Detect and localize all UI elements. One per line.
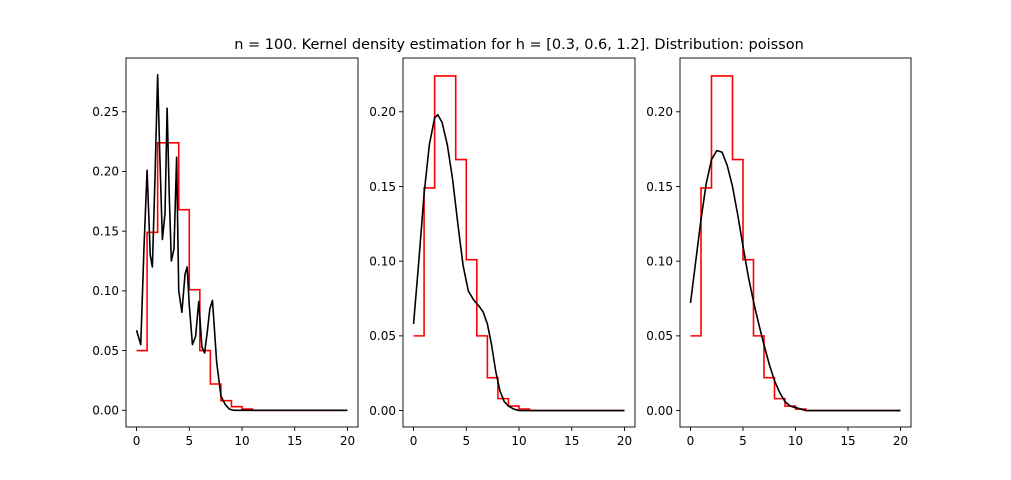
subplots: 0 5 10 15 20 0.00 0.05 0.10 0.15 0.20 0.25 0 5 10 15 20… — [92, 57, 912, 448]
y-tick-label: 0.20 — [646, 105, 673, 119]
kde-curve — [135, 73, 348, 412]
x-tick-label: 10 — [788, 434, 803, 448]
x-tick-label: 0 — [687, 434, 695, 448]
x-tick-label: 5 — [739, 434, 747, 448]
subplot-3: 0 5 10 15 20 0.00 0.05 0.10 0.15 0.20 — [646, 57, 912, 448]
kde-curve — [412, 113, 625, 412]
y-tick-label: 0.05 — [646, 329, 673, 343]
x-tick-label: 10 — [234, 434, 249, 448]
x-tick-label: 15 — [564, 434, 579, 448]
x-tick-label: 5 — [185, 434, 193, 448]
y-tick-label: 0.00 — [369, 404, 396, 418]
x-tick-label: 20 — [893, 434, 908, 448]
y-tick-label: 0.05 — [369, 329, 396, 343]
y-tick-label: 0.20 — [92, 165, 119, 179]
y-tick-label: 0.25 — [92, 105, 119, 119]
y-tick-label: 0.15 — [646, 180, 673, 194]
x-tick-label: 15 — [287, 434, 302, 448]
y-tick-label: 0.15 — [92, 224, 119, 238]
x-tick-label: 0 — [410, 434, 418, 448]
y-tick-label: 0.10 — [369, 254, 396, 268]
x-tick-label: 0 — [133, 434, 141, 448]
x-tick-label: 20 — [617, 434, 632, 448]
x-tick-label: 10 — [511, 434, 526, 448]
y-tick-label: 0.10 — [646, 254, 673, 268]
y-tick-label: 0.15 — [369, 180, 396, 194]
y-tick-label: 0.10 — [92, 284, 119, 298]
subplot-2: 0 5 10 15 20 0.00 0.05 0.10 0.15 0.20 — [369, 57, 636, 448]
x-tick-label: 20 — [340, 434, 355, 448]
y-tick-label: 0.20 — [369, 105, 396, 119]
y-tick-label: 0.05 — [92, 344, 119, 358]
figure-title: n = 100. Kernel density estimation for h… — [234, 37, 804, 53]
kde-curve — [689, 149, 901, 412]
y-tick-label: 0.00 — [646, 404, 673, 418]
histogram-step-line — [413, 75, 625, 412]
subplot-1: 0 5 10 15 20 0.00 0.05 0.10 0.15 0.20 0.25 — [92, 57, 359, 448]
histogram-step-line — [136, 141, 348, 412]
x-tick-label: 15 — [840, 434, 855, 448]
y-tick-label: 0.00 — [92, 404, 119, 418]
x-tick-label: 5 — [462, 434, 470, 448]
